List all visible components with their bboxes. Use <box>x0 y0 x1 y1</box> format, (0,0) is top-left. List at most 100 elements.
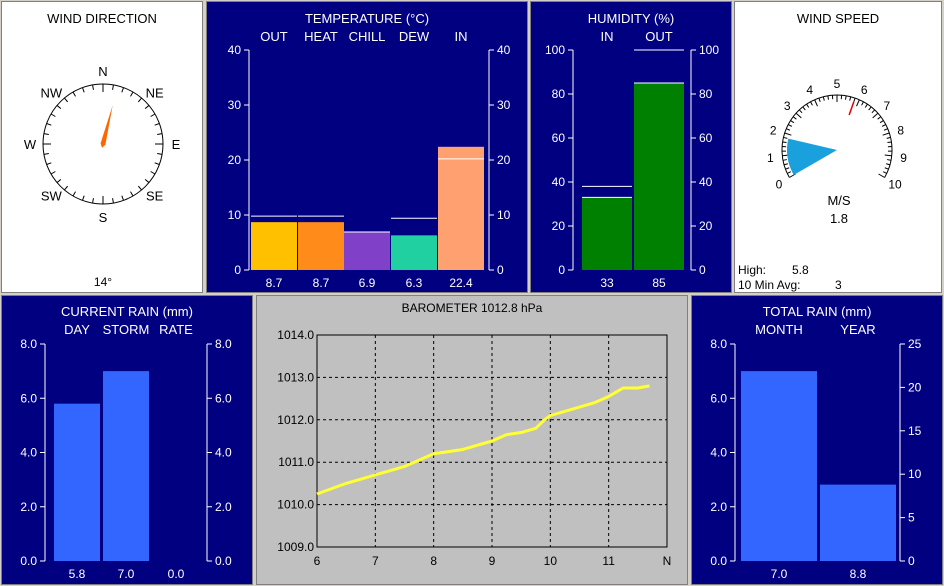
rain-right-tick-label: 4.0 <box>215 446 232 460</box>
hum-left-tick-label: 40 <box>552 175 566 189</box>
gauge-tick <box>845 95 847 100</box>
gauge-tick <box>795 112 802 119</box>
baro-y-tick: 1009.0 <box>277 540 314 554</box>
humidity-column-label: OUT <box>645 29 673 44</box>
compass-tick <box>157 153 163 155</box>
wind-speed-value: 1.8 <box>829 211 849 226</box>
compass-tick <box>130 91 134 97</box>
gauge-tick <box>785 167 790 170</box>
humidity-bar-out <box>634 83 684 270</box>
gauge-tick <box>788 124 793 127</box>
gauge-tick <box>798 109 803 114</box>
wind-speed-fan <box>787 138 837 175</box>
gauge-tick <box>827 95 829 100</box>
compass-tick <box>144 178 150 183</box>
compass-tick <box>46 123 52 126</box>
humidity-value-label: 33 <box>600 276 614 290</box>
total-rain-bar-month <box>741 371 817 561</box>
total-right-tick-label: 20 <box>908 380 922 394</box>
gauge-tick <box>853 97 856 103</box>
compass-tick <box>64 185 69 191</box>
barometer-panel: BAROMETER 1012.8 hPa 1009.0 1010.0 1011.0 1… <box>256 295 688 585</box>
gauge-tick <box>818 97 821 103</box>
baro-y-tick: 1013.0 <box>277 370 314 384</box>
gauge-tick <box>887 159 892 161</box>
gauge-tick <box>886 136 891 139</box>
rain-bar-day <box>54 403 100 561</box>
gauge-scale-label: 7 <box>883 99 890 113</box>
compass-label-sw: SW <box>41 189 63 204</box>
compass-label-e: E <box>172 137 181 152</box>
compass-tick <box>150 171 156 175</box>
wind-speed-title: WIND SPEED <box>796 11 880 26</box>
temp-right-tick-label: 20 <box>497 153 511 167</box>
humidity-chart: 0 20 40 60 80 100 0 20 40 60 80 100 IN 33 OUT 85 <box>545 29 719 290</box>
gauge-scale-label: 2 <box>770 123 777 137</box>
compass-tick <box>121 195 124 201</box>
rain-bar-storm <box>103 371 149 561</box>
temp-left-tick-label: 30 <box>228 98 242 112</box>
gauge-tick <box>887 141 892 144</box>
hum-right-tick-label: 60 <box>699 131 713 145</box>
total-right-tick-label: 0 <box>908 554 915 568</box>
temperature-title: TEMPERATURE (°C) <box>304 11 430 26</box>
hum-left-tick-label: 100 <box>545 43 565 57</box>
temperature-panel: TEMPERATURE (°C) 0 10 20 30 40 0 10 20 30 40 OUT 8.… <box>206 1 528 293</box>
compass-tick <box>121 87 124 93</box>
rain-left-tick-label: 2.0 <box>20 500 37 514</box>
total-right-tick-label: 25 <box>908 337 922 351</box>
baro-x-tick: 11 <box>602 554 615 568</box>
wind-speed-panel: WIND SPEED 0 1 2 3 4 5 6 7 8 9 10 M/S 1.8 High: 5.… <box>734 1 942 293</box>
total-left-tick-label: 0.0 <box>710 554 727 568</box>
gauge-scale-label: 9 <box>900 151 907 165</box>
gauge-tick <box>861 101 864 106</box>
rain-column-label: STORM <box>103 322 150 337</box>
gauge-tick <box>782 141 787 144</box>
current-rain-chart: 0.0 2.0 4.0 6.0 8.0 0.0 2.0 4.0 6.0 8.0 DAY 5.8 STOR… <box>20 322 232 581</box>
temp-column-label: IN <box>455 29 468 44</box>
temp-bar-in <box>438 146 484 270</box>
temp-left-tick-label: 10 <box>228 208 242 222</box>
total-left-tick-label: 2.0 <box>710 500 727 514</box>
gauge-tick <box>856 99 860 107</box>
total-right-tick-label: 15 <box>908 424 922 438</box>
compass-label-n: N <box>98 64 107 79</box>
baro-y-tick: 1010.0 <box>277 498 314 512</box>
gauge-tick <box>882 171 887 174</box>
hum-right-tick-label: 0 <box>699 263 706 277</box>
temp-right-tick-label: 30 <box>497 98 511 112</box>
hum-right-tick-label: 40 <box>699 175 713 189</box>
gauge-tick <box>822 96 825 101</box>
gauge-scale-label: 0 <box>776 178 783 192</box>
gauge-tick <box>786 128 791 131</box>
gauge-scale-label: 1 <box>767 151 774 165</box>
compass-tick <box>92 84 94 90</box>
baro-x-tick: 10 <box>544 554 558 568</box>
total-rain-bar-year <box>820 484 896 561</box>
wind-high-marker <box>848 101 855 116</box>
wind-high-value: 5.8 <box>792 263 809 277</box>
compass-tick <box>112 84 114 90</box>
compass-label-nw: NW <box>41 85 63 100</box>
gauge-tick <box>792 116 797 120</box>
rain-right-tick-label: 6.0 <box>215 391 232 405</box>
temp-left-tick-label: 0 <box>234 263 241 277</box>
temp-column-label: OUT <box>260 29 288 44</box>
compass-label-se: SE <box>146 189 164 204</box>
gauge-tick <box>783 163 789 166</box>
wind-direction-panel: WIND DIRECTION N NE E SE S SW W NW 14° <box>1 1 203 293</box>
temp-bar-out <box>251 222 297 270</box>
temp-value-label: 6.9 <box>359 276 376 290</box>
gauge-tick <box>782 159 787 161</box>
compass-tick <box>112 198 114 204</box>
baro-x-tick: 9 <box>489 554 496 568</box>
temp-bar-chill <box>344 232 390 270</box>
compass-tick <box>72 191 76 197</box>
gauge-tick <box>802 106 806 111</box>
humidity-bar-in <box>582 197 632 270</box>
compass-tick <box>43 153 49 155</box>
compass-tick <box>46 162 52 165</box>
temp-column-label: CHILL <box>349 29 386 44</box>
rain-left-tick-label: 6.0 <box>20 391 37 405</box>
rain-right-tick-label: 8.0 <box>215 337 232 351</box>
